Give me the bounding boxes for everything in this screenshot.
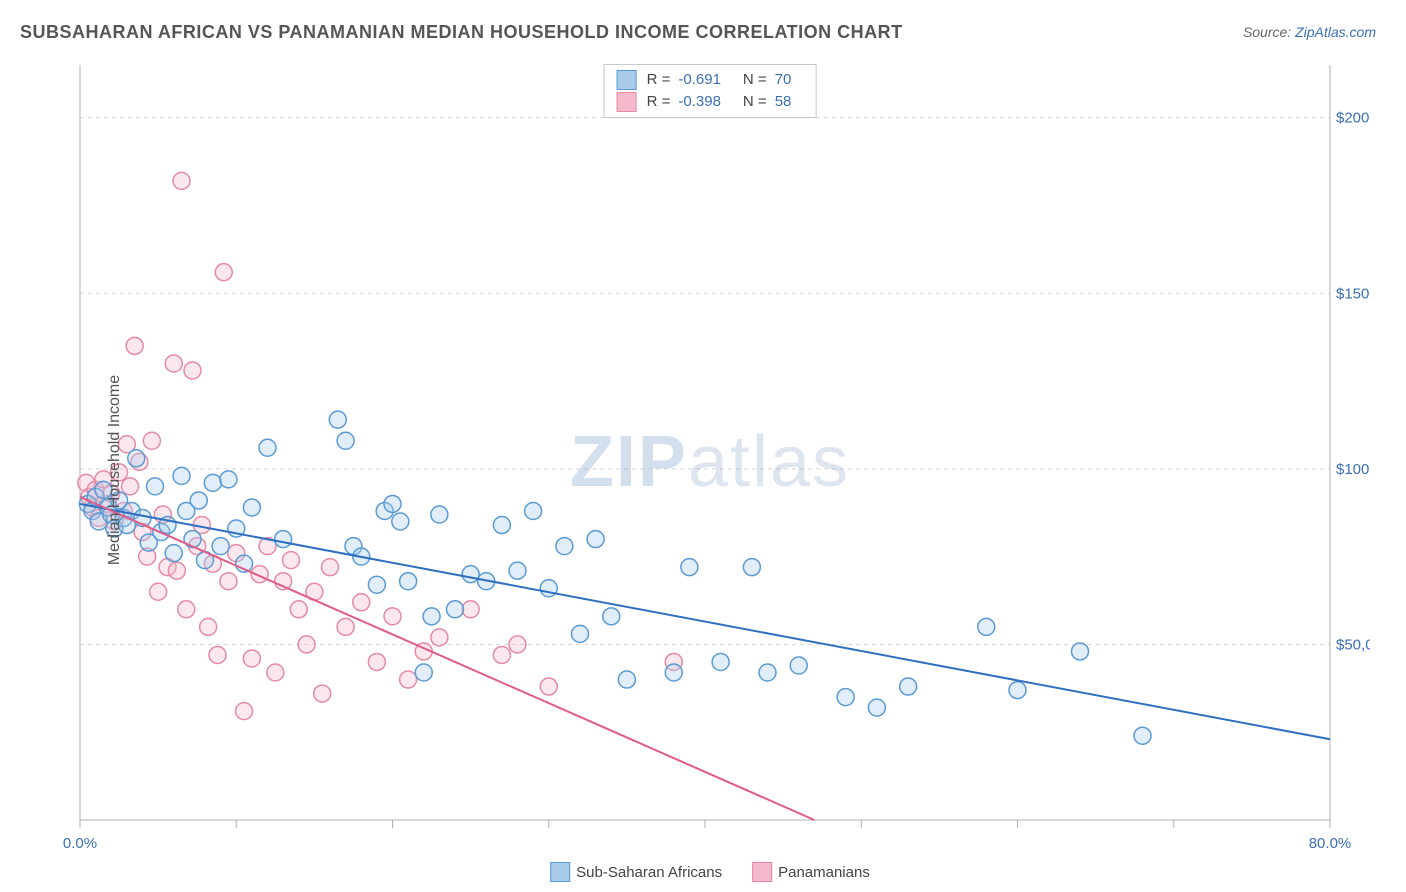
legend-label: Sub-Saharan Africans [576,864,722,881]
legend-swatch-1 [550,862,570,882]
stats-box: R = -0.691 N = 70 R = -0.398 N = 58 [604,64,817,118]
stats-n-value: 70 [775,69,792,91]
svg-text:0.0%: 0.0% [63,835,97,852]
legend-item: Sub-Saharan Africans [550,862,722,882]
stats-r-label: R = [647,91,671,113]
stats-r-label: R = [647,69,671,91]
chart-svg: $50,000 $100,000 $150,000 $200,000 0.0% 80.0% [50,60,1370,880]
svg-text:$200,000: $200,000 [1336,110,1370,127]
legend: Sub-Saharan Africans Panamanians [550,862,870,882]
source-link[interactable]: ZipAtlas.com [1295,24,1376,40]
chart-container: Median Household Income ZIPatlas $50,000… [50,60,1370,880]
stats-swatch-1 [617,70,637,90]
stats-r-value: -0.398 [678,91,721,113]
svg-text:$100,000: $100,000 [1336,461,1370,478]
chart-title: SUBSAHARAN AFRICAN VS PANAMANIAN MEDIAN … [20,22,903,43]
stats-row: R = -0.691 N = 70 [617,69,804,91]
stats-swatch-2 [617,92,637,112]
stats-n-value: 58 [775,91,792,113]
source-label: Source: ZipAtlas.com [1243,24,1376,40]
stats-r-value: -0.691 [678,69,721,91]
stats-n-label: N = [743,91,767,113]
svg-text:80.0%: 80.0% [1309,835,1352,852]
source-prefix: Source: [1243,24,1295,40]
legend-label: Panamanians [778,864,870,881]
legend-swatch-2 [752,862,772,882]
svg-text:$50,000: $50,000 [1336,636,1370,653]
svg-text:$150,000: $150,000 [1336,285,1370,302]
stats-row: R = -0.398 N = 58 [617,91,804,113]
legend-item: Panamanians [752,862,870,882]
y-axis-label: Median Household Income [106,375,124,565]
stats-n-label: N = [743,69,767,91]
